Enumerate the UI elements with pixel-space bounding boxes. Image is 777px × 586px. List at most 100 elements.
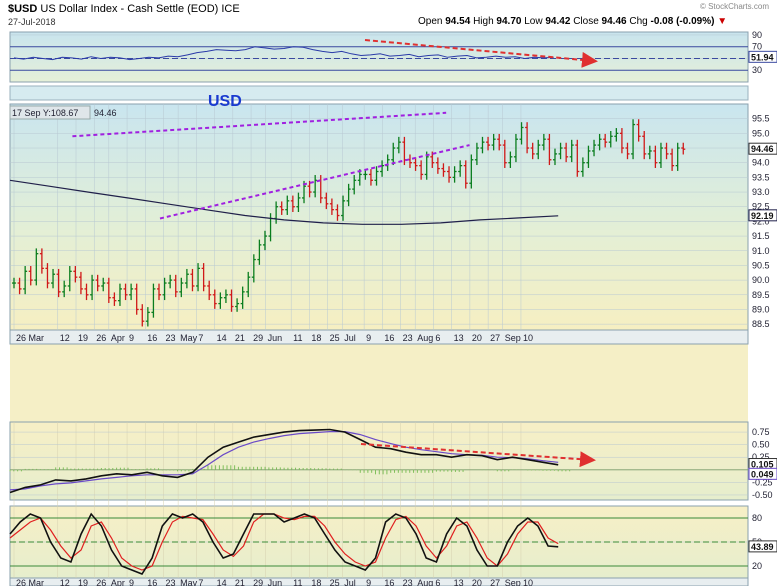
macd-divergence-arrow [360,443,596,468]
price-bar [129,283,134,301]
price-bar [285,195,290,215]
price-bar [508,151,513,168]
price-bar [608,131,613,148]
x-tick-label-bottom: 26 [96,578,106,586]
price-tick-label: 89.0 [752,304,770,314]
price-bar [569,139,574,163]
price-bar [151,283,156,318]
price-bar [525,122,530,154]
price-tick-label: 90.5 [752,260,770,270]
price-bar [296,192,301,213]
price-bar [123,283,128,301]
x-tick-label: 27 [490,333,500,343]
ma-readout: 17 Sep Y:108.67 [12,108,78,118]
price-bar [28,266,33,286]
price-last-value-box [748,142,777,155]
price-bar [145,307,150,327]
price-bar [363,169,368,180]
price-bar [491,133,496,151]
price-bar [502,139,507,168]
x-tick-label-bottom: 16 [147,578,157,586]
price-bar [658,142,663,168]
price-bar [279,201,284,215]
price-bar [218,292,223,309]
x-tick-label-bottom: 21 [235,578,245,586]
x-tick-label-bottom: 19 [78,578,88,586]
x-tick-label: Sep [505,333,521,343]
price-tick-label: 95.0 [752,128,770,138]
x-tick-label-bottom: 23 [166,578,176,586]
price-bar [625,142,630,160]
macd-tick-label: -0.25 [752,477,773,487]
x-tick-label: 14 [217,333,227,343]
price-bar [374,166,379,186]
macd-second-value: 0.049 [751,469,774,479]
x-tick-label-bottom: Jun [268,578,283,586]
ma-readout-box [9,105,91,120]
stoch-tick-label: 80 [752,513,762,523]
macd-tick-label: 0.75 [752,427,770,437]
price-tick-label: 91.0 [752,246,770,256]
price-bar [681,142,686,155]
price-bar [592,139,597,157]
x-tick-label-bottom: 12 [60,578,70,586]
price-bar [140,304,145,327]
price-bar [575,139,580,177]
price-bar [23,266,28,295]
price-bar [474,142,479,166]
ma-last-value: 92.19 [751,211,774,221]
x-tick-label: 6 [435,333,440,343]
price-bar [12,277,16,289]
price-bar [497,133,502,151]
price-tick-label: 90.0 [752,275,770,285]
x-tick-label-bottom: 18 [311,578,321,586]
price-bar [106,277,111,303]
price-bar [307,180,312,198]
price-tick-label: 93.5 [752,172,770,182]
rsi-tick-label: 90 [752,30,762,40]
macd-last-value: 0.105 [751,460,774,470]
price-bar [675,142,680,171]
macd-panel-bg [9,421,749,501]
price-tick-label: 94.0 [752,158,770,168]
price-bar [257,239,262,265]
chart-title: $USD US Dollar Index - Cash Settle (EOD)… [8,3,240,15]
price-bar [614,128,619,142]
price-bar [603,133,608,148]
price-bar [39,248,44,274]
chart-header: $USD US Dollar Index - Cash Settle (EOD)… [0,0,777,30]
price-tick-label: 92.5 [752,202,770,212]
x-tick-label-bottom: Apr [111,578,125,586]
x-tick-label: 18 [311,333,321,343]
ma-line [9,179,559,225]
price-tick-label: 95.5 [752,114,770,124]
x-tick-label-bottom: 26 Mar [16,578,44,586]
quote-line: Open 94.54 High 94.70 Low 94.42 Close 94… [418,16,727,27]
stoch-last-value: 43.89 [751,542,774,552]
price-bar [413,157,418,171]
price-bar [95,274,100,292]
price-bar [352,175,357,195]
rsi-divergence-arrow [364,39,598,68]
price-bar [223,289,228,303]
price-bar [469,154,474,189]
rsi-last-value-box [748,50,777,63]
rsi-line [13,46,554,61]
price-bar [670,148,675,171]
price-bar [56,268,61,298]
price-bar [134,283,139,315]
price-bar [586,145,591,168]
price-bar [552,148,557,166]
x-tick-label: 9 [129,333,134,343]
x-tick-label: 23 [166,333,176,343]
rsi-tick-label: 30 [752,65,762,75]
x-tick-label: 16 [384,333,394,343]
price-bar [452,166,457,183]
low-label: Low [524,16,543,27]
price-tick-label: 89.5 [752,290,770,300]
price-bar [184,268,189,289]
stoch-d-line [9,513,559,571]
price-bar [168,274,173,289]
price-bar [558,142,563,160]
price-bar [290,195,295,213]
